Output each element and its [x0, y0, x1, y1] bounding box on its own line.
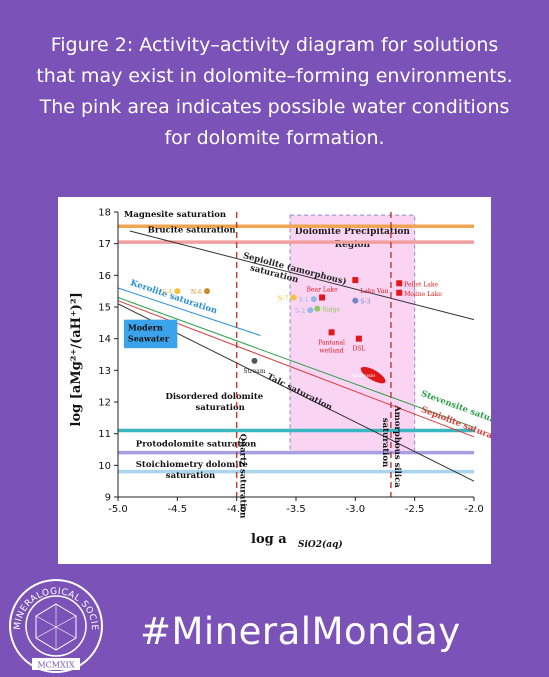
band-label-2: Disordered dolomite: [165, 392, 263, 402]
band-label-0: Magnesite saturation: [124, 210, 226, 220]
modern-seawater-label2: Seawater: [128, 334, 170, 344]
data-label-7: Lake Van: [360, 288, 388, 295]
x-tick-label-1: -4.5: [168, 504, 188, 515]
region-title: Dolomite Precipitation: [295, 227, 411, 237]
y-tick-label-6: 15: [98, 303, 111, 314]
quartz-label: Quartz saturation: [238, 434, 248, 519]
dolomite-region: [289, 214, 416, 454]
y-axis-title: log [aMg²⁺/(aH⁺)²]: [69, 292, 84, 426]
modern-seawater-label: Modern: [128, 323, 163, 333]
data-point-6: [319, 294, 326, 301]
data-point-3: [310, 296, 317, 303]
modern-seawater-box: [123, 319, 178, 349]
band-label-1: Brucite saturation: [148, 226, 236, 236]
data-label-9: Pellet Lake: [404, 281, 438, 288]
x-tick-label-5: -2.5: [405, 504, 425, 515]
data-label-2: N-7: [278, 296, 289, 303]
data-label-0: S-4: [162, 289, 172, 296]
band-label2-2: saturation: [195, 403, 244, 413]
y-tick-label-5: 14: [98, 334, 111, 345]
amorphous-label: Amorphous silica: [392, 404, 402, 488]
data-point-13: [251, 357, 258, 364]
x-tick-label-6: -2.0: [464, 504, 484, 515]
x-tick-label-0: -5.0: [108, 504, 128, 515]
msa-logo: MINERALOGICAL SOCIETY of AMERICA MCMXIX: [6, 578, 103, 673]
data-point-1: [204, 288, 210, 295]
data-point-7: [352, 277, 359, 284]
data-point-11: [328, 329, 335, 336]
y-tick-label-3: 12: [98, 398, 111, 409]
y-tick-label-2: 11: [98, 429, 111, 440]
saturation-line-0: [129, 230, 475, 321]
ambrosio-label: Ambrosio: [350, 373, 375, 379]
activity-diagram-chart: Dolomite Precipitation Region Magnesite sa…: [69, 208, 491, 551]
data-point-5: [314, 305, 321, 312]
y-tick-label-4: 13: [98, 366, 111, 377]
data-point-12: [355, 335, 362, 342]
y-tick-label-1: 10: [98, 461, 111, 472]
y-tick-label-0: 9: [105, 493, 111, 504]
data-label-5: Ridge: [322, 307, 340, 314]
data-label-3: S-1: [299, 297, 309, 304]
band-label-3: Protodolomite saturation: [136, 439, 257, 449]
y-tick-label-9: 18: [98, 208, 111, 219]
data-label-13: Stream: [243, 368, 266, 375]
chart-card: Dolomite Precipitation Region Magnesite sa…: [58, 197, 491, 564]
data-point-2: [290, 294, 297, 301]
x-axis-title: log a: [251, 532, 287, 547]
y-tick-label-8: 17: [98, 239, 111, 250]
logo-year: MCMXIX: [37, 661, 74, 670]
data-label-4: S-2: [295, 308, 305, 315]
data-point-0: [174, 288, 181, 295]
data-label-1: N-6: [191, 289, 202, 296]
data-point-10: [396, 289, 403, 296]
saturation-line-3: [117, 297, 475, 428]
data-label-11: Pantanal: [318, 339, 345, 346]
figure-caption: Figure 2: Activity–activity diagram for …: [36, 34, 513, 149]
band-label2-4: saturation: [166, 471, 215, 481]
data-label-8: S-3: [360, 299, 370, 306]
x-tick-label-3: -3.5: [286, 504, 306, 515]
data-point-4: [307, 307, 314, 314]
amorphous-label2: saturation: [380, 418, 390, 467]
data-label2-11: wetland: [319, 347, 343, 354]
data-label-12: DSL: [352, 346, 365, 353]
x-axis-title-sub: SiO2(aq): [298, 539, 343, 550]
data-label-10: Moline Lake: [404, 291, 442, 298]
ambrosio-marker: [360, 366, 386, 384]
band-label-4: Stoichiometry dolomite: [136, 460, 249, 470]
y-tick-label-7: 16: [98, 271, 111, 282]
data-label-6: Bear Lake: [307, 287, 339, 294]
x-tick-label-2: -4.0: [227, 504, 247, 515]
data-point-8: [352, 297, 359, 304]
region-title-line2: Region: [335, 240, 371, 250]
x-tick-label-4: -3.0: [346, 504, 366, 515]
data-point-9: [396, 280, 403, 287]
saturation-label-1: Kerolite saturation: [129, 278, 218, 316]
hashtag-title: #MineralMonday: [140, 610, 461, 653]
